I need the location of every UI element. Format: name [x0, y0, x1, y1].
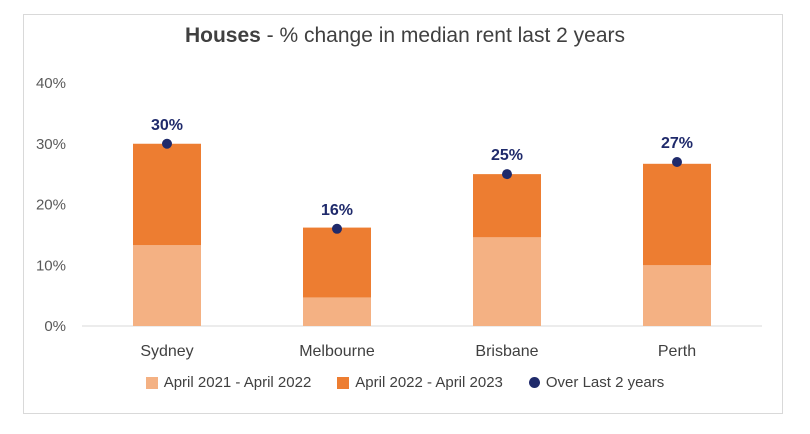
data-label-brisbane: 25% [491, 147, 523, 164]
y-tick-label: 30% [36, 136, 66, 153]
x-tick-label: Perth [658, 343, 696, 360]
data-label-sydney: 30% [151, 117, 183, 134]
legend-swatch-series-1 [145, 376, 158, 389]
bar-melbourne-series-1 [303, 297, 371, 326]
total-point-brisbane [502, 169, 512, 180]
data-label-melbourne: 16% [321, 202, 353, 219]
total-point-sydney [162, 138, 172, 149]
legend-marker-total [528, 377, 540, 388]
total-point-perth [672, 156, 682, 167]
legend-item-series-1: April 2021 - April 2022 [145, 374, 312, 391]
bar-melbourne-series-2 [303, 227, 371, 298]
total-point-melbourne [332, 223, 342, 234]
y-tick-label: 20% [36, 197, 66, 214]
bar-sydney-series-1 [133, 245, 201, 326]
bar-brisbane-series-1 [473, 237, 541, 326]
chart-title: Houses - % change in median rent last 2 … [0, 24, 810, 48]
chart-title-bold: Houses [184, 24, 261, 47]
bar-brisbane-series-2 [473, 174, 541, 238]
legend-item-total: Over Last 2 years [528, 374, 665, 391]
y-tick-label: 40% [36, 75, 66, 92]
chart-title-rest: - % change in median rent last 2 years [260, 24, 626, 47]
bar-perth-series-1 [643, 265, 711, 326]
legend-item-series-2: April 2022 - April 2023 [337, 374, 503, 391]
legend-swatch-series-2 [337, 376, 350, 389]
y-tick-label: 0% [44, 318, 66, 335]
y-tick-label: 10% [36, 257, 66, 274]
bar-perth-series-2 [643, 163, 711, 266]
legend-label-total: Over Last 2 years [545, 374, 665, 391]
legend-label-series-1: April 2021 - April 2022 [163, 374, 312, 391]
x-tick-label: Sydney [140, 343, 193, 360]
legend-label-series-2: April 2022 - April 2023 [355, 374, 503, 391]
x-tick-label: Brisbane [475, 343, 538, 360]
data-label-perth: 27% [661, 135, 693, 152]
chart-legend: April 2021 - April 2022 April 2022 - Apr… [0, 374, 810, 391]
bar-sydney-series-2 [133, 143, 201, 246]
x-tick-label: Melbourne [299, 343, 375, 360]
